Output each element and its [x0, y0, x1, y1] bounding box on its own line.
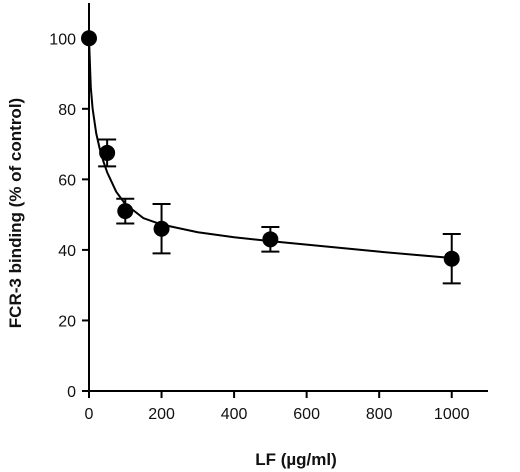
data-point [262, 231, 279, 248]
data-point [117, 203, 134, 220]
x-axis-title: LF (µg/ml) [255, 450, 337, 469]
errorbar-layer [98, 138, 461, 285]
x-tick-label: 600 [293, 406, 320, 423]
data-point [153, 220, 170, 237]
fit-curve-layer [88, 38, 452, 260]
x-tick-label: 0 [85, 406, 94, 423]
axes-layer [88, 3, 488, 392]
data-point [443, 250, 460, 267]
y-tick-label: 40 [58, 243, 76, 260]
data-point [81, 30, 97, 47]
y-tick-label: 20 [58, 313, 76, 330]
ticks-layer: 0 200 400 600 800 1000 0 20 40 60 80 100 [49, 31, 469, 423]
fit-curve-line [88, 38, 452, 260]
x-tick-label: 1000 [434, 406, 470, 423]
y-tick-label: 60 [58, 172, 76, 189]
data-point [99, 144, 116, 161]
y-tick-label: 100 [49, 31, 76, 48]
y-tick-label: 0 [67, 384, 76, 401]
points-layer [81, 30, 460, 267]
y-tick-label: 80 [58, 102, 76, 119]
x-tick-label: 200 [148, 406, 175, 423]
x-tick-label: 800 [366, 406, 393, 423]
y-axis-title: FCR-3 binding (% of control) [6, 98, 25, 328]
x-tick-label: 400 [221, 406, 248, 423]
